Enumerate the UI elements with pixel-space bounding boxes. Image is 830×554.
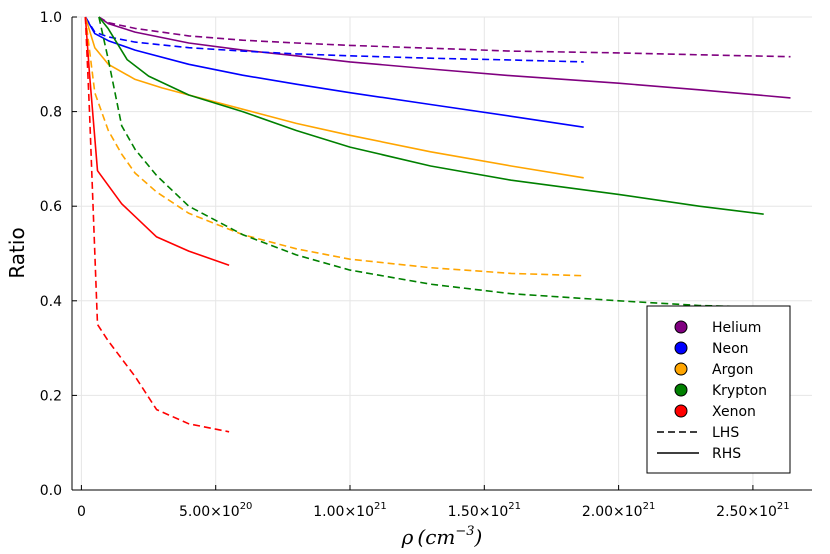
legend-item-rhs: RHS bbox=[657, 446, 741, 462]
argon-lhs-line bbox=[84, 16, 584, 277]
x-tick-base: 2.00×10 bbox=[582, 504, 643, 520]
krypton-rhs-line bbox=[98, 16, 764, 215]
x-tick-exponent: 21 bbox=[508, 501, 521, 512]
legend-label: Krypton bbox=[712, 383, 767, 399]
legend: Helium Neon Argon Krypton Xenon LHS RHS bbox=[646, 305, 791, 474]
series-lines bbox=[84, 16, 791, 433]
legend-label: Helium bbox=[712, 320, 761, 336]
legend-label: LHS bbox=[712, 425, 739, 441]
x-axis-title: ρ (cm−3) bbox=[401, 524, 483, 549]
legend-item-krypton: Krypton bbox=[674, 383, 767, 399]
argon-rhs-line bbox=[84, 16, 584, 179]
legend-label: Neon bbox=[712, 341, 749, 357]
y-tick-label: 0.2 bbox=[40, 388, 62, 404]
y-tick-label: 1.0 bbox=[40, 10, 62, 26]
xenon-lhs-line bbox=[84, 16, 230, 433]
legend-item-argon: Argon bbox=[674, 362, 753, 378]
x-axis-unit: cm bbox=[425, 525, 455, 549]
x-tick-exponent: 21 bbox=[777, 501, 790, 512]
x-tick-label: 1.50×1021 bbox=[448, 501, 521, 520]
x-tick-base: 2.50×10 bbox=[716, 504, 777, 520]
legend-marker bbox=[674, 320, 688, 334]
axes bbox=[71, 17, 812, 491]
neon-rhs-line bbox=[84, 16, 584, 128]
legend-item-lhs: LHS bbox=[657, 425, 739, 441]
legend-marker bbox=[674, 341, 688, 355]
x-tick-label: 5.00×1020 bbox=[179, 501, 252, 520]
x-tick-exponent: 20 bbox=[240, 501, 253, 512]
helium-rhs-line bbox=[98, 16, 791, 99]
x-tick-base: 5.00×10 bbox=[179, 504, 240, 520]
legend-label: Xenon bbox=[712, 404, 756, 420]
xenon-rhs-line bbox=[84, 16, 230, 267]
legend-marker bbox=[674, 383, 688, 397]
x-tick-labels: 0 5.00×1020 1.00×1021 1.50×1021 2.00×1021 2.5… bbox=[77, 485, 790, 520]
legend-marker bbox=[674, 404, 688, 418]
legend-marker bbox=[674, 362, 688, 376]
x-axis-exponent: −3 bbox=[455, 524, 474, 539]
legend-item-helium: Helium bbox=[674, 320, 761, 336]
legend-item-neon: Neon bbox=[674, 341, 749, 357]
y-tick-label: 0.6 bbox=[40, 199, 62, 215]
x-tick-exponent: 21 bbox=[643, 501, 656, 512]
legend-label: RHS bbox=[712, 446, 741, 462]
x-axis-symbol: ρ bbox=[401, 525, 414, 549]
helium-lhs-line bbox=[98, 16, 791, 58]
y-axis-title: Ratio bbox=[5, 227, 29, 278]
x-tick-base: 0 bbox=[77, 504, 86, 520]
x-tick-label: 0 bbox=[77, 504, 86, 520]
x-tick-label: 1.00×1021 bbox=[313, 501, 386, 520]
x-tick-exponent: 21 bbox=[374, 501, 387, 512]
x-tick-label: 2.00×1021 bbox=[582, 501, 655, 520]
neon-lhs-line bbox=[84, 16, 584, 63]
krypton-lhs-line bbox=[98, 16, 791, 309]
legend-box bbox=[646, 305, 791, 474]
legend-label: Argon bbox=[712, 362, 753, 378]
x-tick-label: 2.50×1021 bbox=[716, 501, 789, 520]
y-tick-label: 0.4 bbox=[40, 294, 62, 310]
y-tick-labels: 0.0 0.2 0.4 0.6 0.8 1.0 bbox=[40, 10, 77, 499]
x-tick-base: 1.50×10 bbox=[448, 504, 509, 520]
y-tick-label: 0.8 bbox=[40, 105, 62, 121]
y-tick-label: 0.0 bbox=[40, 483, 62, 499]
x-tick-base: 1.00×10 bbox=[313, 504, 374, 520]
legend-item-xenon: Xenon bbox=[674, 404, 756, 420]
